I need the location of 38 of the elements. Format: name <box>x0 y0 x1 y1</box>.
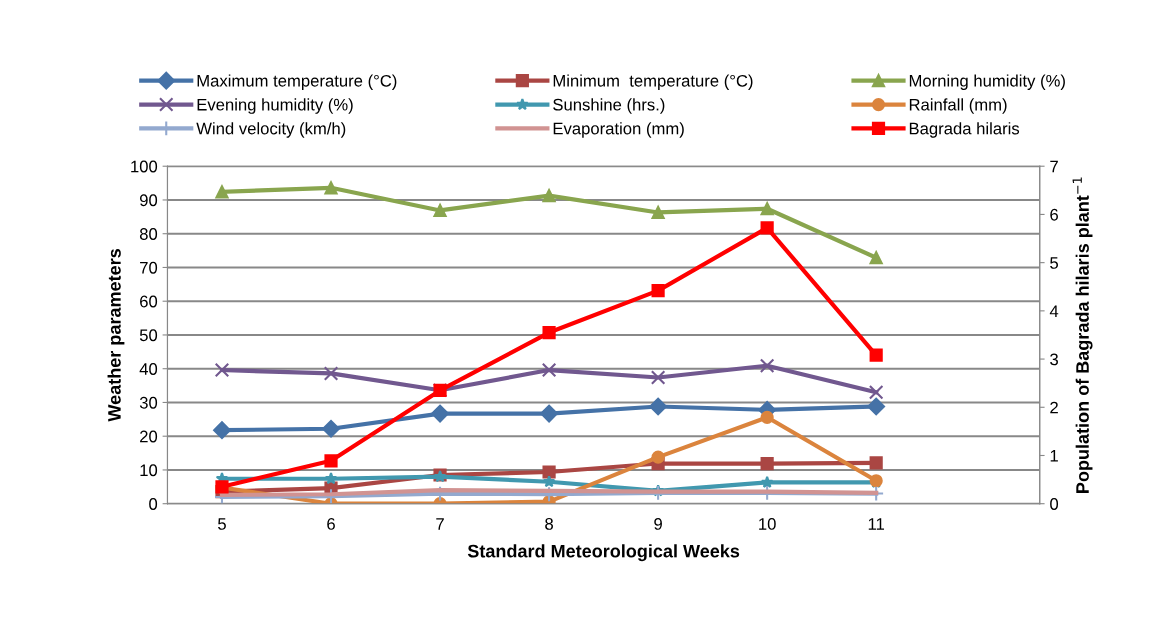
y2-tick-label: 3 <box>1050 353 1058 366</box>
legend-label: Wind velocity (km/h) <box>196 122 346 138</box>
y2-tick-label: 6 <box>1050 208 1058 221</box>
y-axis-title: Weather parameters <box>107 249 125 422</box>
y-tick-label: 0 <box>149 498 158 510</box>
y-tick-label: 80 <box>139 228 158 240</box>
y-tick-label: 30 <box>139 396 158 409</box>
y2-tick-label: 5 <box>1050 257 1059 269</box>
y-tick-label: 20 <box>140 430 158 443</box>
legend-label: Sunshine (hrs.) <box>553 98 665 114</box>
x-tick-label: 8 <box>545 518 553 530</box>
y2-tick-label: 1 <box>1050 450 1058 462</box>
legend-label: Bagrada hilaris <box>909 122 1020 138</box>
y-tick-label: 50 <box>139 329 158 342</box>
legend-label: Rainfall (mm) <box>909 98 1007 114</box>
y2-axis-title: Population of Bagrada hilaris plant$^{−1}$ <box>1072 177 1093 493</box>
legend-label: Minimum temperature (°C) <box>553 74 753 90</box>
x-axis-title: Standard Meteorological Weeks <box>467 544 740 562</box>
x-tick-label: 7 <box>436 518 444 530</box>
legend-label: Evaporation (mm) <box>553 122 684 138</box>
legend-label: Maximum temperature (°C) <box>197 74 397 90</box>
x-tick-label: 11 <box>868 518 885 530</box>
y-tick-label: 90 <box>139 194 158 207</box>
y2-tick-label: 2 <box>1050 401 1058 414</box>
y-tick-label: 100 <box>131 160 158 173</box>
legend-label: Evening humidity (%) <box>197 98 353 114</box>
y2-tick-label: 7 <box>1050 160 1058 173</box>
x-tick-label: 5 <box>218 518 226 530</box>
y2-tick-label: 4 <box>1049 305 1059 317</box>
y-tick-label: 70 <box>140 261 158 274</box>
x-tick-label: 9 <box>654 518 662 530</box>
x-tick-label: 6 <box>327 518 335 530</box>
y-tick-label: 40 <box>139 363 158 375</box>
x-tick-label: 10 <box>759 518 776 530</box>
y-tick-label: 10 <box>140 464 158 477</box>
y-tick-label: 60 <box>140 295 158 308</box>
y2-tick-label: 0 <box>1050 498 1059 510</box>
legend-label: Morning humidity (%) <box>909 74 1065 90</box>
